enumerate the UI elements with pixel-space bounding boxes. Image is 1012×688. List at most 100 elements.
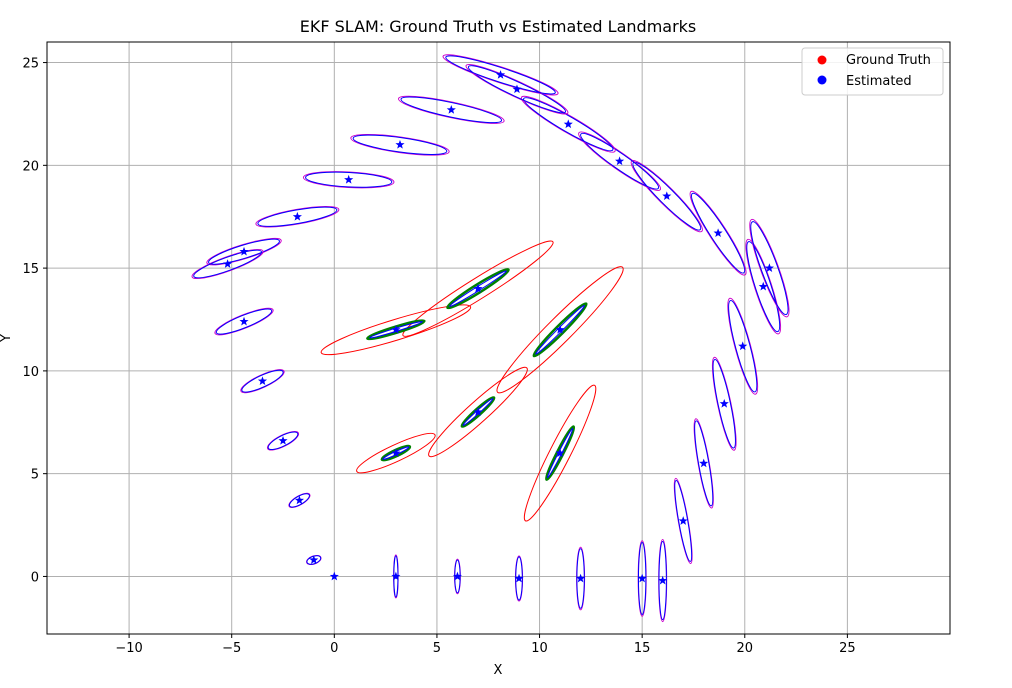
pose-covariance-ellipse-outer — [191, 248, 264, 280]
pose-covariance-ellipse — [694, 420, 714, 507]
pose-covariance-ellipse — [750, 221, 789, 316]
pose-covariance-ellipse-outer — [745, 238, 782, 335]
pose-covariance-ellipse — [215, 308, 273, 335]
estimated-landmark-marker — [555, 448, 565, 457]
pose-covariance-ellipse — [352, 134, 448, 155]
pose-covariance-ellipse — [580, 132, 660, 190]
estimated-pose-marker — [329, 571, 339, 581]
estimated-pose-marker — [615, 156, 625, 166]
estimated-pose-marker — [257, 376, 268, 386]
pose-covariance-ellipse-outer — [442, 54, 559, 96]
estimated-pose-marker — [294, 495, 304, 505]
pose-covariance-ellipse — [658, 541, 667, 621]
x-tick-label: 20 — [736, 641, 753, 656]
pose-covariance-ellipse — [712, 359, 736, 449]
pose-covariance-ellipse-outer — [689, 190, 747, 276]
pose-covariance-ellipse — [400, 96, 503, 124]
estimated-pose-marker — [758, 281, 768, 291]
legend-label-estimated: Estimated — [846, 74, 912, 89]
estimated-pose-marker — [391, 571, 401, 581]
y-axis-label: Y — [0, 334, 14, 343]
estimated-landmark-marker — [391, 448, 401, 457]
pose-covariance-ellipse — [632, 161, 702, 231]
estimated-pose-marker — [452, 571, 463, 581]
estimated-pose-marker — [713, 228, 723, 238]
estimated-pose-marker — [395, 139, 405, 149]
x-tick-label: −5 — [222, 641, 241, 656]
pose-covariance-ellipse-outer — [465, 64, 569, 115]
landmark-final-covariance-ellipse — [532, 302, 588, 358]
pose-covariance-ellipse — [306, 555, 322, 565]
grid — [47, 42, 950, 634]
estimated-pose-marker — [738, 341, 748, 351]
estimated-pose-marker — [292, 211, 302, 221]
estimated-pose-marker — [223, 259, 233, 268]
estimated-pose-marker — [699, 458, 709, 468]
y-tick-label: 5 — [31, 468, 39, 483]
estimated-pose-marker — [309, 555, 319, 564]
pose-covariance-ellipse — [746, 241, 781, 333]
x-tick-label: 5 — [433, 641, 441, 656]
estimated-pose-marker — [446, 105, 456, 114]
pose-covariance-ellipse-outer — [350, 133, 450, 156]
legend-marker-estimated — [817, 75, 827, 85]
x-axis-label: X — [494, 663, 503, 678]
x-tick-label: 25 — [839, 641, 856, 656]
y-tick-label: 15 — [22, 262, 39, 277]
estimated-pose-marker — [719, 398, 729, 408]
landmark-initial-covariance-ellipse — [356, 432, 436, 474]
estimated-pose-marker — [514, 573, 524, 583]
estimated-pose-marker — [678, 516, 688, 525]
estimated-pose-marker — [495, 70, 506, 79]
pose-covariance-ellipse-outer — [578, 131, 662, 191]
legend: Ground Truth Estimated — [801, 47, 944, 96]
legend-marker-ground-truth — [817, 55, 827, 65]
landmark-initial-covariance-ellipse — [320, 304, 472, 356]
pose-covariance-ellipse — [515, 556, 523, 601]
estimated-pose-marker — [239, 316, 249, 326]
pose-covariance-ellipse — [728, 300, 758, 393]
y-tick-label: 25 — [22, 57, 39, 72]
estimated-landmark-marker — [473, 283, 483, 293]
y-tick-label: 0 — [31, 570, 39, 585]
x-tick-label: 15 — [634, 641, 651, 656]
y-tick-label: 20 — [22, 159, 39, 174]
legend-box — [801, 47, 944, 96]
x-tick-label: −10 — [115, 641, 142, 656]
pose-covariance-ellipse — [241, 369, 284, 393]
landmark-initial-covariance-ellipse — [496, 266, 624, 394]
landmark-initial-covariance-ellipse — [523, 384, 597, 522]
landmark-final-covariance-ellipse — [366, 319, 426, 341]
pose-covariance-ellipse — [691, 192, 746, 274]
pose-covariance-ellipse-outer — [727, 297, 759, 395]
pose-covariance-ellipse-outer — [206, 237, 282, 266]
pose-covariance-ellipse — [637, 542, 647, 615]
pose-covariance-ellipse — [674, 479, 693, 562]
landmark-final-covariance-ellipse — [446, 268, 510, 310]
estimated-pose-marker — [563, 119, 573, 129]
pose-covariance-ellipse — [208, 238, 280, 265]
axis-ticks: −10 −5 0 5 10 15 20 25 0 5 10 15 20 25 — [22, 57, 855, 656]
estimated-pose-marker — [662, 191, 672, 201]
plot-area — [191, 54, 790, 623]
estimated-landmark-marker — [555, 324, 565, 334]
pose-covariance-ellipse-outer — [255, 205, 340, 228]
x-tick-label: 10 — [531, 641, 548, 656]
estimated-pose-marker — [637, 573, 647, 583]
pose-covariance-ellipse — [193, 249, 262, 279]
legend-label-ground-truth: Ground Truth — [846, 53, 931, 68]
pose-covariance-ellipse — [445, 55, 556, 95]
landmark-initial-covariance-ellipse — [428, 366, 528, 458]
pose-covariance-ellipse-outer — [302, 171, 395, 189]
pose-covariance-ellipse — [576, 548, 585, 609]
pose-covariance-ellipse — [523, 97, 614, 152]
pose-covariance-ellipse-outer — [749, 218, 790, 318]
estimated-pose-marker — [576, 573, 586, 583]
estimated-pose-marker — [658, 575, 668, 585]
estimated-pose-marker — [764, 263, 774, 272]
x-tick-label: 0 — [330, 641, 338, 656]
estimated-pose-marker — [344, 174, 354, 184]
estimated-pose-marker — [278, 435, 288, 445]
